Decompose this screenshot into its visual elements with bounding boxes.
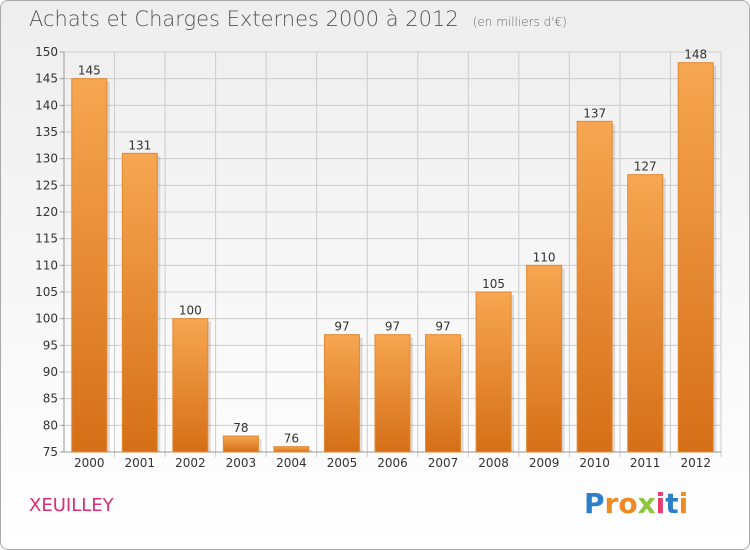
bar-2001: [121, 152, 158, 453]
value-label: 145: [78, 64, 101, 78]
logo-letter: r: [604, 487, 619, 520]
proxiti-logo: Proxiti: [584, 487, 688, 520]
bar-2009: [526, 264, 563, 453]
y-tick-label: 95: [43, 338, 58, 352]
value-label: 137: [583, 106, 606, 120]
x-tick-label: 2005: [327, 456, 358, 470]
y-tick-label: 90: [43, 365, 58, 379]
value-label: 148: [684, 48, 707, 62]
x-tick-label: 2008: [478, 456, 509, 470]
logo-letter: o: [618, 487, 638, 520]
y-tick-label: 135: [35, 125, 58, 139]
value-label: 131: [128, 138, 151, 152]
x-tick-label: 2006: [377, 456, 408, 470]
label-layer: 75 80 85 90 95 100 105 110 115 120 125 130 135 140 145…: [35, 45, 711, 470]
y-tick-label: 130: [35, 152, 58, 166]
logo-letter: P: [584, 487, 605, 520]
y-tick-label: 145: [35, 72, 58, 86]
logo-letter: i: [678, 487, 689, 520]
logo-letter: i: [655, 487, 666, 520]
chart-title: Achats et Charges Externes 2000 à 2012 (e…: [29, 7, 567, 31]
y-tick-label: 115: [35, 232, 58, 246]
bar-2004: [273, 446, 310, 453]
x-tick-label: 2010: [579, 456, 610, 470]
y-tick-label: 80: [43, 418, 58, 432]
y-tick-label: 140: [35, 98, 58, 112]
chart-title-text: Achats et Charges Externes 2000 à 2012: [29, 7, 459, 31]
bar-2002: [172, 318, 209, 453]
bar-2008: [475, 291, 512, 453]
y-tick-label: 150: [35, 45, 58, 59]
y-tick-label: 120: [35, 205, 58, 219]
value-label: 97: [385, 320, 400, 334]
value-label: 105: [482, 277, 505, 291]
value-label: 78: [233, 421, 248, 435]
x-tick-label: 2007: [428, 456, 459, 470]
bar-layer: [71, 62, 717, 453]
bar-2005: [323, 334, 360, 453]
value-label: 100: [179, 304, 202, 318]
x-tick-label: 2004: [276, 456, 307, 470]
bar-2000: [71, 78, 108, 453]
bar-2007: [425, 334, 462, 453]
y-tick-label: 125: [35, 178, 58, 192]
y-tick-label: 100: [35, 312, 58, 326]
y-tick-label: 75: [43, 445, 58, 459]
value-label: 97: [435, 320, 450, 334]
bar-2012: [677, 62, 714, 453]
commune-name: XEUILLEY: [29, 495, 114, 516]
logo-letter: t: [665, 487, 679, 520]
bar-2006: [374, 334, 411, 453]
logo-letter: x: [637, 487, 656, 520]
x-tick-label: 2003: [226, 456, 257, 470]
y-tick-label: 110: [35, 258, 58, 272]
value-label: 127: [634, 160, 657, 174]
x-tick-label: 2009: [529, 456, 560, 470]
value-label: 97: [334, 320, 349, 334]
x-tick-label: 2002: [175, 456, 206, 470]
y-tick-label: 105: [35, 285, 58, 299]
x-tick-label: 2011: [630, 456, 661, 470]
x-tick-label: 2000: [74, 456, 105, 470]
x-tick-label: 2001: [125, 456, 156, 470]
x-tick-label: 2012: [680, 456, 711, 470]
bar-2010: [576, 120, 613, 453]
value-label: 76: [284, 432, 299, 446]
bar-2011: [627, 174, 664, 453]
bar-2003: [222, 435, 259, 453]
value-label: 110: [533, 250, 556, 264]
chart-unit: (en milliers d'€): [472, 15, 567, 29]
y-tick-label: 85: [43, 392, 58, 406]
